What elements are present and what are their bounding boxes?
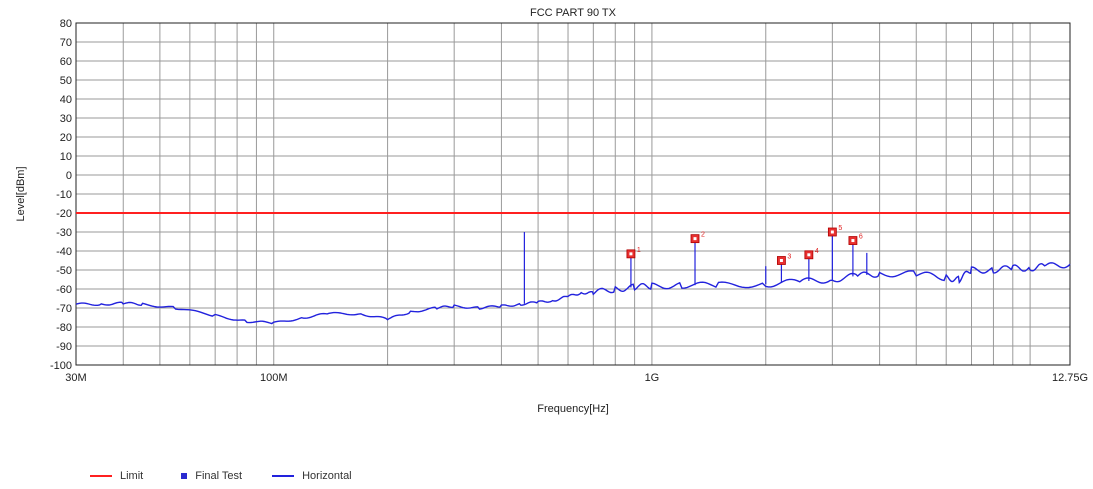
y-tick-label: -50 [56,265,72,277]
x-tick-label: 1G [645,372,660,384]
y-tick-label: 10 [60,151,72,163]
marker-center [807,253,811,257]
marker-label: 6 [859,234,863,241]
legend-item: Limit [90,470,143,482]
y-tick-label: 50 [60,75,72,87]
marker-center [693,237,697,241]
legend-label: Limit [120,470,144,482]
grid [75,22,1070,366]
y-tick-label: -60 [56,284,72,296]
series-layer [75,212,1071,325]
legend: Limit Final Test Horizontal [90,470,382,482]
legend-item: Final Test [173,470,242,482]
emission-chart: 80 70 60 50 40 30 20 10 0 -10 -20 -30 -40 -50 -60 -70 -8… [15,7,1088,415]
y-tick-label: 60 [60,56,72,68]
legend-swatch [90,475,112,477]
marker-center [851,239,855,243]
y-tick-label: -20 [56,208,72,220]
marker-label: 5 [838,225,842,232]
y-tick-label: -80 [56,322,72,334]
marker-center [779,259,783,262]
marker-center [629,252,633,256]
plot-frame [75,22,1071,366]
horizontal-trace [75,262,1071,325]
y-tick-label: -10 [56,189,72,201]
marker-center [830,230,834,234]
final-test-markers: 1 2 3 4 5 6 [626,225,863,265]
y-tick-label: 0 [66,170,72,182]
x-tick-labels: 30M 100M 1G 12.75G [65,372,1088,384]
y-tick-label: 70 [60,37,72,49]
y-tick-label: 40 [60,94,72,106]
legend-label: Final Test [195,470,243,482]
legend-label: Horizontal [302,470,352,482]
legend-swatch [181,473,188,479]
x-tick-label: 100M [260,372,288,384]
marker-label: 1 [637,247,641,254]
x-tick-label: 12.75G [1052,372,1088,384]
x-axis-label: Frequency[Hz] [537,403,609,415]
y-tick-labels: 80 70 60 50 40 30 20 10 0 -10 -20 -30 -40 -50 -60 -70 -8… [50,18,72,372]
y-tick-label: -90 [56,341,72,353]
y-tick-label: 30 [60,113,72,125]
x-tick-label: 30M [65,372,86,384]
y-tick-label: -100 [50,360,72,372]
legend-swatch [272,475,295,477]
y-axis-label: Level[dBm] [15,166,27,221]
y-tick-label: 20 [60,132,72,144]
y-tick-label: -40 [56,246,72,258]
marker-label: 2 [701,232,705,239]
marker-label: 4 [815,248,819,255]
chart-title: FCC PART 90 TX [530,7,617,19]
legend-item: Horizontal [272,470,352,482]
y-tick-label: -70 [56,303,72,315]
y-tick-label: 80 [60,18,72,30]
y-tick-label: -30 [56,227,72,239]
marker-label: 3 [787,254,791,261]
